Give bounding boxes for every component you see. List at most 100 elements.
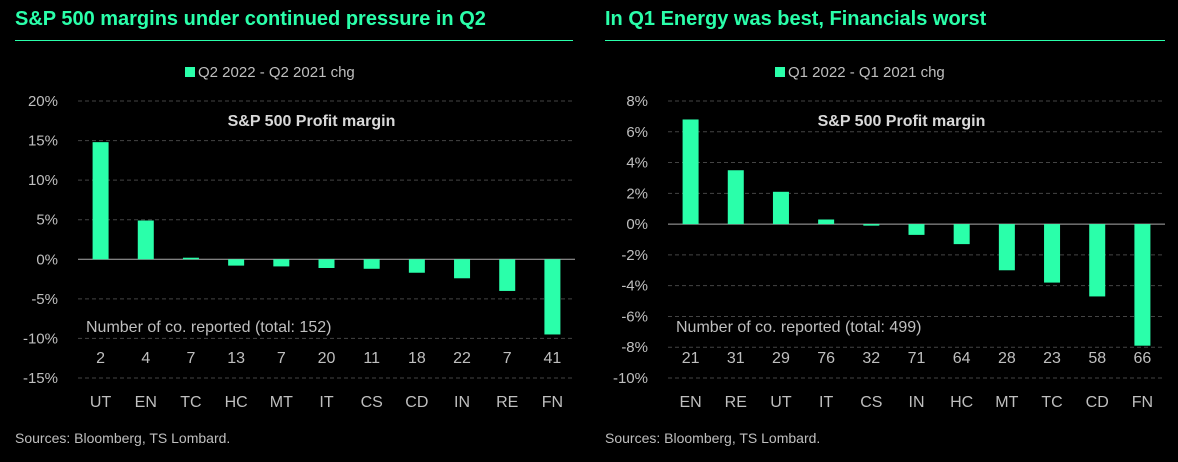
y-tick-label: 2% — [626, 185, 648, 202]
title-divider — [15, 40, 573, 41]
counts-caption: Number of co. reported (total: 152) — [86, 319, 331, 336]
count-label: 58 — [1088, 350, 1106, 367]
bar-chart-q1: Q1 2022 - Q1 2021 chg S&P 500 Profit marg… — [613, 64, 1165, 411]
x-tick-label: EN — [679, 394, 701, 411]
count-label: 64 — [953, 350, 971, 367]
x-tick-label: HC — [225, 394, 248, 411]
y-tick-label: -10% — [23, 330, 58, 347]
y-tick-label: 0% — [626, 216, 648, 233]
bar-chart-q2: Q2 2022 - Q2 2021 chg S&P 500 Profit marg… — [23, 64, 575, 411]
x-tick-label: MT — [995, 394, 1018, 411]
x-tick-label: TC — [1041, 394, 1062, 411]
y-tick-label: 20% — [28, 93, 58, 110]
y-tick-label: -4% — [621, 278, 648, 295]
bar-IN — [454, 259, 471, 279]
count-label: 7 — [503, 350, 512, 367]
x-tick-label: IT — [319, 394, 333, 411]
bar-UT — [772, 191, 789, 225]
count-label: 71 — [908, 350, 926, 367]
legend-label: Q2 2022 - Q2 2021 chg — [198, 64, 355, 81]
chart-title: In Q1 Energy was best, Financials worst — [605, 8, 987, 30]
x-tick-label: CD — [1086, 394, 1109, 411]
count-label: 66 — [1134, 350, 1152, 367]
bar-RE — [727, 170, 744, 225]
y-tick-label: 15% — [28, 133, 58, 150]
counts-caption: Number of co. reported (total: 499) — [676, 319, 921, 336]
x-tick-label: FN — [542, 394, 563, 411]
bar-MT — [273, 259, 290, 267]
bar-FN — [1134, 224, 1151, 346]
bar-TC — [182, 257, 199, 260]
y-tick-label: -6% — [621, 308, 648, 325]
y-tick-label: -10% — [613, 370, 648, 387]
bar-RE — [499, 259, 516, 291]
y-tick-label: 10% — [28, 172, 58, 189]
count-label: 7 — [187, 350, 196, 367]
bar-UT — [92, 142, 109, 260]
y-tick-label: 4% — [626, 155, 648, 172]
count-label: 29 — [772, 350, 790, 367]
y-tick-label: -5% — [31, 291, 58, 308]
bar-CD — [1089, 224, 1106, 297]
count-label: 76 — [817, 350, 835, 367]
chart-subtitle: S&P 500 Profit margin — [818, 113, 986, 130]
count-label: 23 — [1043, 350, 1061, 367]
y-tick-label: 6% — [626, 124, 648, 141]
bar-EN — [682, 119, 699, 225]
x-tick-label: CS — [361, 394, 383, 411]
x-tick-label: CD — [405, 394, 428, 411]
count-label: 31 — [727, 350, 745, 367]
count-label: 11 — [363, 350, 380, 367]
title-divider — [605, 40, 1165, 41]
bar-FN — [544, 259, 561, 335]
bar-HC — [953, 224, 970, 245]
bar-TC — [1044, 224, 1061, 283]
y-tick-label: 0% — [36, 251, 58, 268]
x-tick-label: RE — [496, 394, 518, 411]
x-tick-label: MT — [270, 394, 293, 411]
x-tick-label: UT — [770, 394, 792, 411]
x-tick-label: RE — [725, 394, 747, 411]
count-label: 18 — [408, 350, 426, 367]
chart-panel-q2: S&P 500 margins under continued pressure… — [15, 0, 575, 462]
chart-panel-q1: In Q1 Energy was best, Financials worst … — [605, 0, 1165, 462]
y-tick-label: -2% — [621, 247, 648, 264]
count-label: 32 — [862, 350, 880, 367]
source-note: Sources: Bloomberg, TS Lombard. — [15, 430, 231, 446]
x-tick-label: IT — [819, 394, 833, 411]
bar-MT — [998, 224, 1015, 271]
count-label: 2 — [96, 350, 105, 367]
bar-CS — [363, 259, 380, 269]
bar-EN — [137, 220, 154, 260]
x-tick-label: UT — [90, 394, 112, 411]
legend-swatch — [185, 67, 195, 77]
x-tick-label: EN — [135, 394, 157, 411]
y-tick-label: 5% — [36, 212, 58, 229]
count-label: 13 — [227, 350, 245, 367]
y-tick-label: 8% — [626, 93, 648, 110]
y-tick-label: -8% — [621, 339, 648, 356]
legend-swatch — [775, 67, 785, 77]
chart-subtitle: S&P 500 Profit margin — [228, 113, 396, 130]
count-label: 4 — [141, 350, 150, 367]
bar-IT — [318, 259, 335, 268]
y-tick-label: -15% — [23, 370, 58, 387]
source-note: Sources: Bloomberg, TS Lombard. — [605, 430, 821, 446]
x-tick-label: CS — [860, 394, 882, 411]
x-tick-label: HC — [950, 394, 973, 411]
bar-CD — [408, 259, 425, 273]
count-label: 20 — [318, 350, 336, 367]
x-tick-label: TC — [180, 394, 201, 411]
bar-IT — [818, 219, 835, 225]
count-label: 28 — [998, 350, 1016, 367]
chart-title: S&P 500 margins under continued pressure… — [15, 8, 486, 30]
bar-IN — [908, 224, 925, 235]
bar-CS — [863, 224, 880, 226]
count-label: 21 — [682, 350, 700, 367]
x-tick-label: IN — [454, 394, 470, 411]
x-tick-label: IN — [909, 394, 925, 411]
bar-HC — [228, 259, 245, 266]
count-label: 7 — [277, 350, 286, 367]
legend-label: Q1 2022 - Q1 2021 chg — [788, 64, 945, 81]
count-label: 22 — [453, 350, 471, 367]
